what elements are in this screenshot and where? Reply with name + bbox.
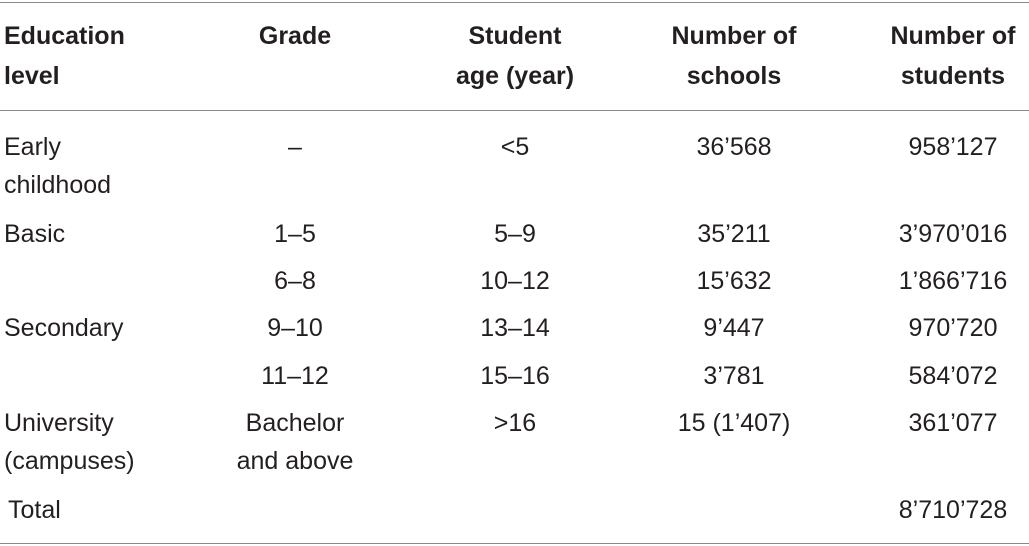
header-line: students <box>900 62 1006 90</box>
cell-number-of-schools: 9’447 <box>703 314 765 342</box>
cell-education-level: Basic <box>4 220 66 248</box>
header-number-of-students: Number of students <box>891 16 1016 96</box>
header-line: schools <box>686 62 782 90</box>
cell-grade: – <box>288 133 302 161</box>
header-line: Grade <box>258 22 332 50</box>
cell-student-age: 15–16 <box>480 362 550 390</box>
cell-number-of-schools: 35’211 <box>697 220 771 248</box>
header-line: Number of <box>890 22 1016 50</box>
cell-education-level: Secondary <box>4 314 124 342</box>
cell-number-of-students: 970’720 <box>908 314 998 342</box>
cell-student-age: 5–9 <box>494 220 536 248</box>
cell-number-of-schools: 36’568 <box>696 133 772 161</box>
cell-number-of-students: 361’077 <box>908 409 998 437</box>
cell-line: childhood <box>4 171 112 199</box>
header-grade: Grade <box>259 16 331 56</box>
cell-student-age: >16 <box>493 409 537 437</box>
header-line: Number of <box>671 22 797 50</box>
cell-student-age: 10–12 <box>480 267 550 295</box>
cell-grade: 1–5 <box>274 220 316 248</box>
table-top-rule <box>0 2 1029 3</box>
cell-line: Early <box>4 133 61 161</box>
table-header-rule <box>0 110 1029 111</box>
cell-education-level: University (campuses) <box>4 404 135 480</box>
cell-grade: 11–12 <box>261 362 329 390</box>
table-bottom-rule <box>0 543 1029 544</box>
cell-number-of-schools: 15’632 <box>696 267 772 295</box>
total-number-of-students: 8’710’728 <box>898 496 1008 524</box>
cell-student-age: 13–14 <box>480 314 550 342</box>
cell-grade: 6–8 <box>274 267 316 295</box>
header-student-age: Student age (year) <box>456 16 574 96</box>
cell-line: and above <box>236 447 354 475</box>
cell-number-of-students: 584’072 <box>908 362 998 390</box>
header-number-of-schools: Number of schools <box>672 16 797 96</box>
cell-number-of-schools: 3’781 <box>703 362 765 390</box>
cell-education-level: Early childhood <box>4 128 111 204</box>
cell-student-age: <5 <box>500 133 530 161</box>
cell-grade: Bachelor and above <box>237 404 354 480</box>
cell-grade: 9–10 <box>267 314 323 342</box>
header-education-level: Education level <box>4 16 125 96</box>
header-line: level <box>4 62 60 90</box>
header-line: Education <box>4 22 125 50</box>
cell-number-of-students: 1’866’716 <box>898 267 1008 295</box>
cell-number-of-students: 3’970’016 <box>898 220 1008 248</box>
cell-line: (campuses) <box>4 447 135 475</box>
header-line: Student <box>468 22 562 50</box>
cell-line: University <box>4 409 114 437</box>
cell-number-of-students: 958’127 <box>908 133 998 161</box>
cell-number-of-schools: 15 (1’407) <box>677 409 791 437</box>
header-line: age (year) <box>455 62 575 90</box>
cell-line: Bachelor <box>245 409 345 437</box>
total-label: Total <box>8 496 61 524</box>
